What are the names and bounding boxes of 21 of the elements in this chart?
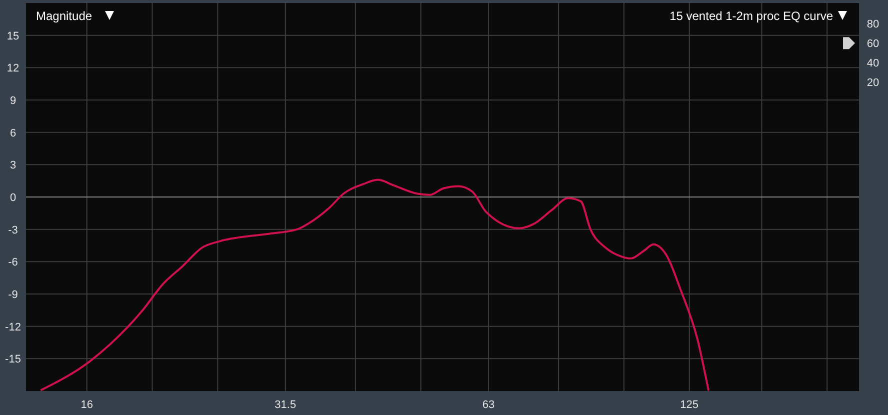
text: 15 vented 1-2m proc EQ curve bbox=[670, 9, 834, 23]
y-tick-label: -3 bbox=[8, 224, 18, 236]
y-tick-label: 15 bbox=[6, 30, 20, 42]
y-tick-label: -15 bbox=[5, 354, 21, 366]
y2-tick-label: 60 bbox=[866, 38, 880, 50]
x-tick-label: 31.5 bbox=[274, 399, 296, 411]
y-axis-title: Magnitude bbox=[36, 9, 92, 23]
x-tick-label: 16 bbox=[80, 399, 93, 411]
y2-tick-label: 40 bbox=[866, 58, 880, 70]
y-tick-label: -12 bbox=[5, 321, 21, 334]
y-tick-label: -9 bbox=[8, 289, 18, 301]
y-tick-label: 3 bbox=[10, 160, 16, 172]
y-tick-label: 0 bbox=[10, 192, 16, 204]
x-tick-label: 63 bbox=[482, 399, 495, 411]
x-tick-label: 125 bbox=[680, 399, 699, 411]
y2-tick-label: 80 bbox=[866, 18, 880, 31]
y2-tick-label: 20 bbox=[866, 77, 880, 90]
y-tick-label: 6 bbox=[10, 127, 16, 140]
y-tick-label: -6 bbox=[8, 256, 18, 269]
y-tick-label: 9 bbox=[10, 95, 16, 107]
y-tick-label: 12 bbox=[6, 62, 20, 75]
